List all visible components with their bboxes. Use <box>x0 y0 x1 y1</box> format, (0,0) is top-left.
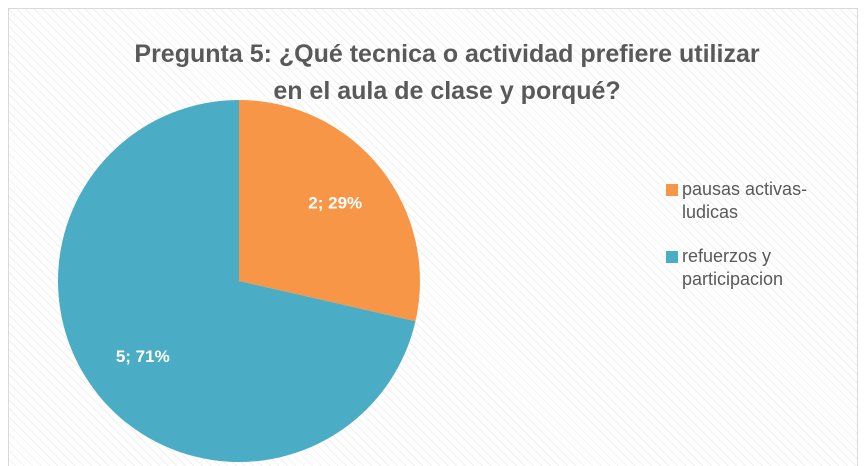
legend-item: refuerzos y participacion <box>666 245 816 291</box>
data-label: 5; 71% <box>116 347 170 366</box>
legend-label: refuerzos y participacion <box>682 246 784 289</box>
data-label: 2; 29% <box>308 194 362 213</box>
legend: pausas activas-ludicas refuerzos y partic… <box>666 178 816 312</box>
legend-item: pausas activas-ludicas <box>666 178 816 224</box>
chart-title: Pregunta 5: ¿Qué tecnica o actividad pre… <box>134 40 760 105</box>
legend-swatch <box>666 251 678 263</box>
legend-label: pausas activas-ludicas <box>682 179 808 222</box>
pie-slice <box>239 100 420 322</box>
legend-swatch <box>666 184 678 196</box>
pie-slice <box>58 99 416 462</box>
